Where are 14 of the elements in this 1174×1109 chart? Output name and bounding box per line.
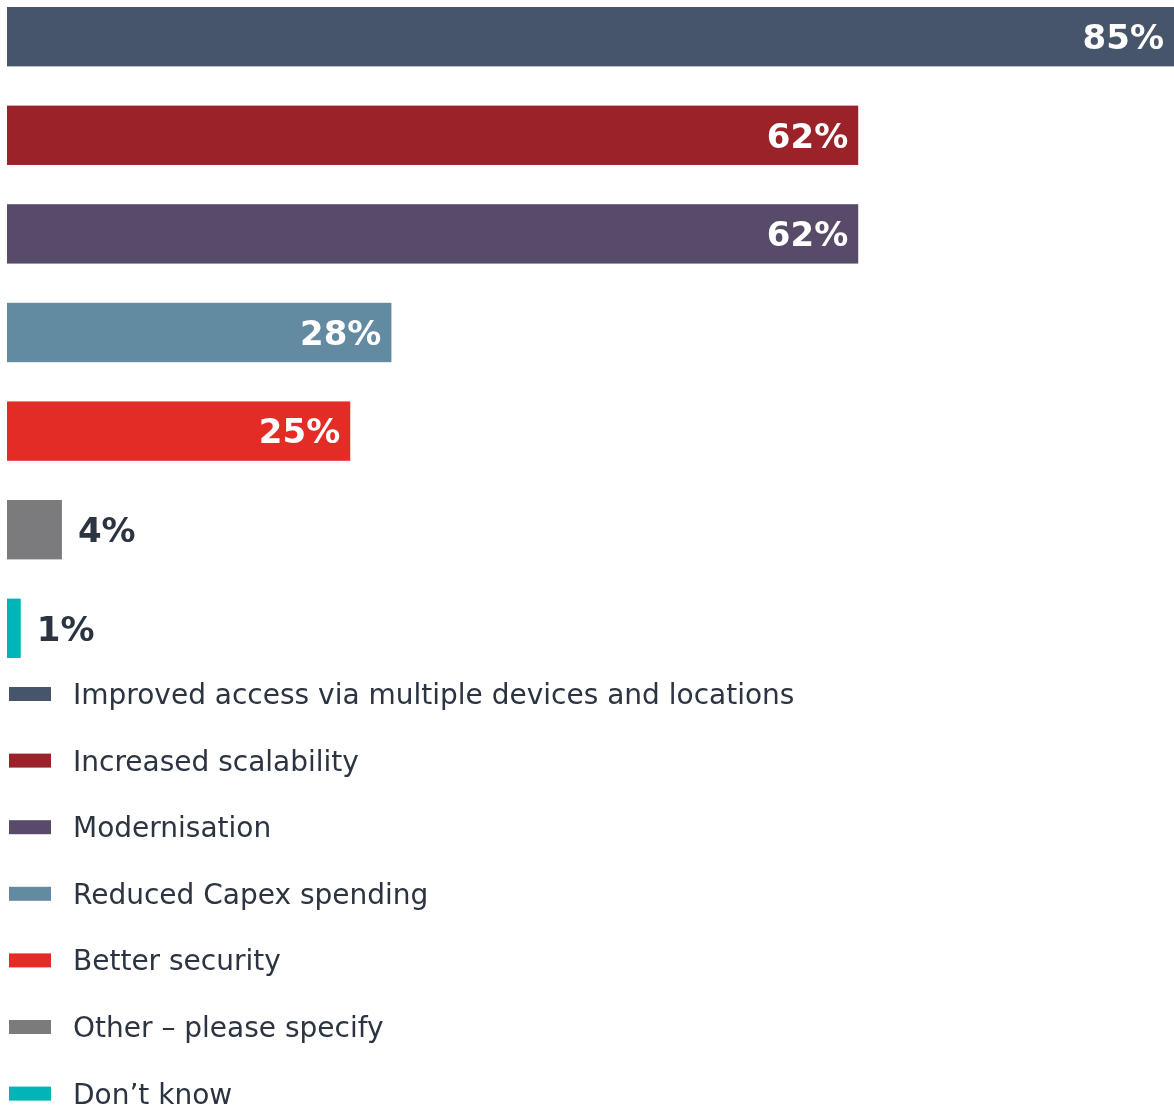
legend-label: Increased scalability <box>73 744 359 778</box>
data-label: 28% <box>300 312 382 353</box>
legend-label: Don’t know <box>73 1077 233 1109</box>
data-label: 62% <box>766 115 849 156</box>
data-label: 4% <box>77 509 136 550</box>
data-label: 85% <box>1082 16 1164 57</box>
legend-label: Modernisation <box>73 811 272 845</box>
legend-label: Improved access via multiple devices and locations <box>73 678 795 712</box>
legend-label: Reduced Capex spending <box>73 877 429 911</box>
data-label: 62% <box>766 214 849 255</box>
legend-label: Better security <box>73 944 281 978</box>
data-label: 25% <box>258 411 341 452</box>
data-label: 1% <box>36 608 95 649</box>
legend-label: Other – please specify <box>73 1011 384 1045</box>
